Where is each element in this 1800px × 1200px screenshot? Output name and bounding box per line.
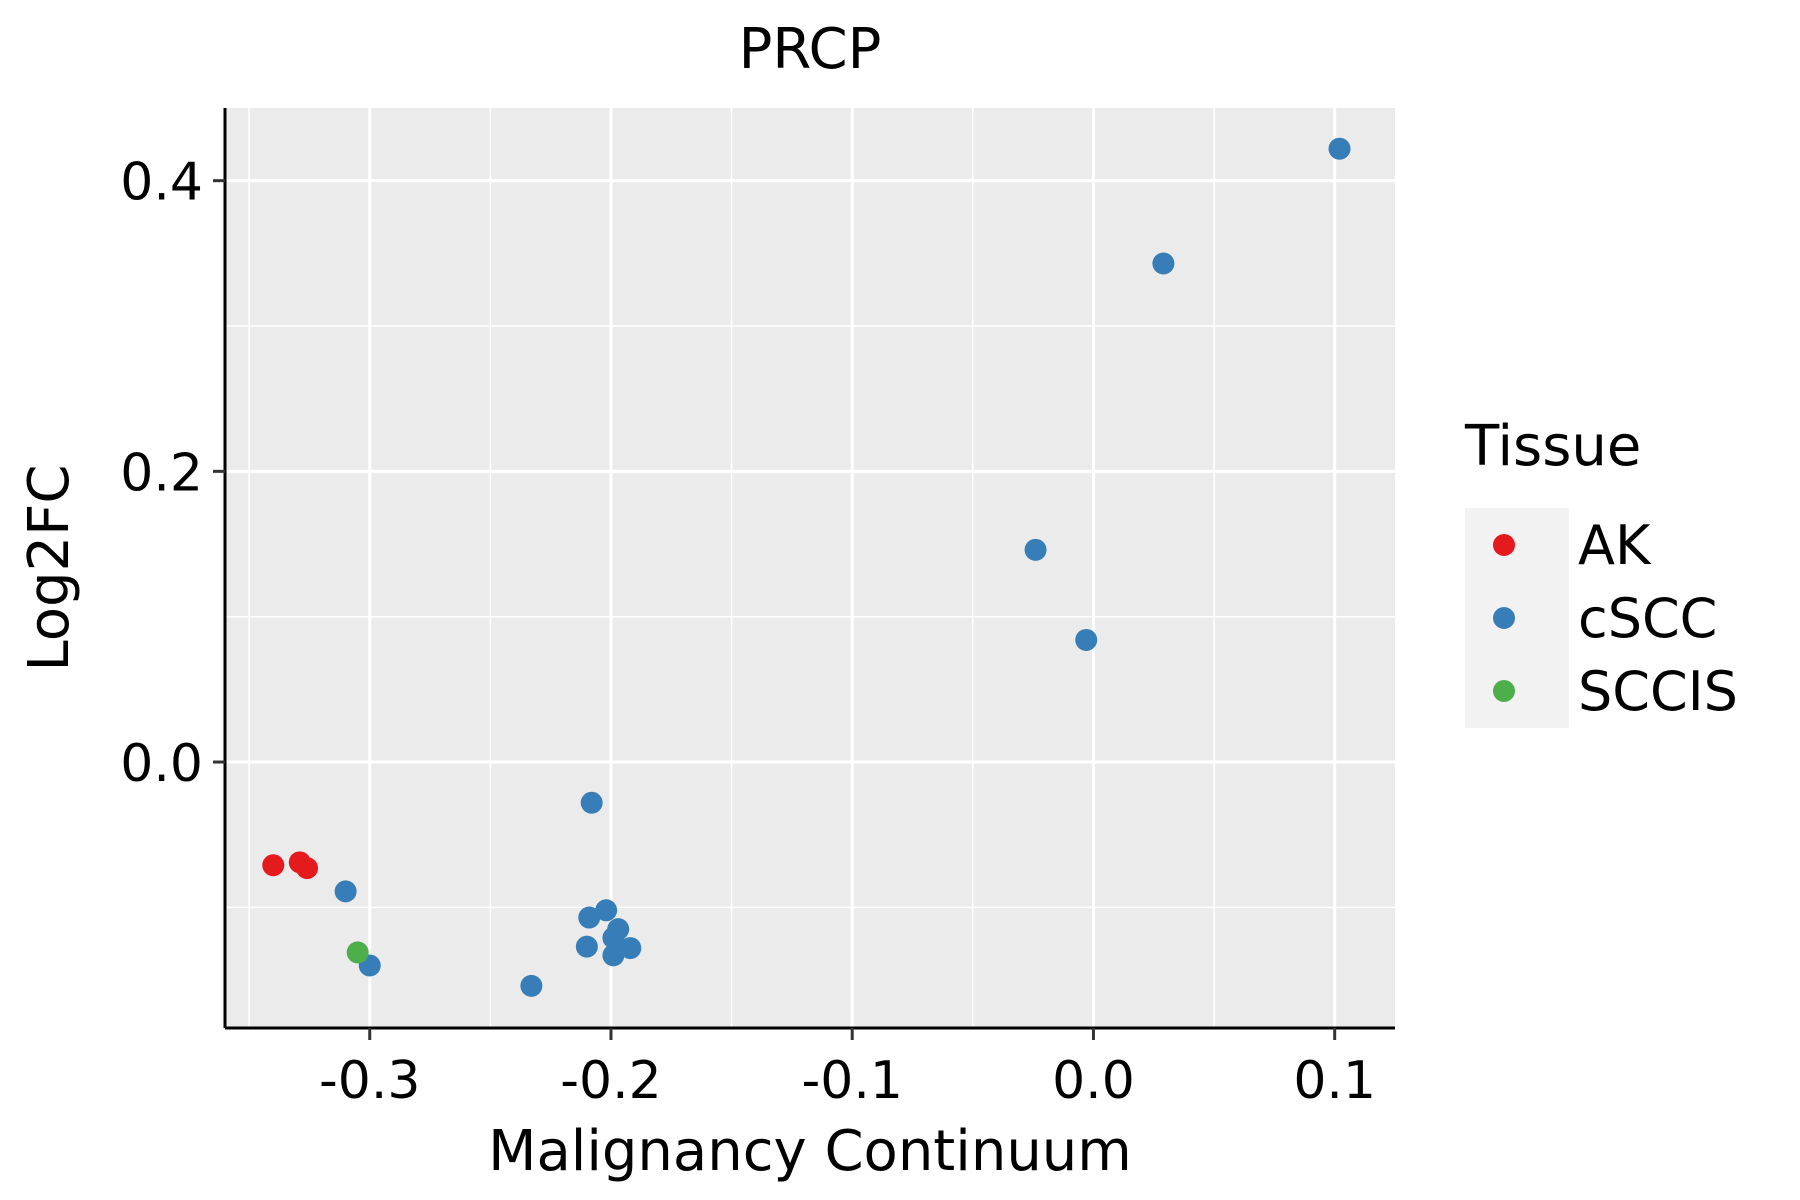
data-point-cscc xyxy=(595,899,618,922)
legend-title: Tissue xyxy=(1464,414,1641,479)
x-axis-ticks: -0.3 -0.2 -0.1 0.0 0.1 xyxy=(319,1028,1376,1111)
data-point-cscc xyxy=(520,974,543,997)
data-point-cscc xyxy=(578,906,601,929)
y-tick-label: 0.2 xyxy=(120,443,203,503)
grid-major xyxy=(225,108,1395,1028)
legend-key-ak xyxy=(1493,534,1515,556)
x-tick-label: 0.0 xyxy=(1052,1051,1135,1111)
data-point-cscc xyxy=(602,944,625,967)
x-axis-label: Malignancy Continuum xyxy=(488,1119,1132,1184)
y-axis-label: Log2FC xyxy=(17,465,82,672)
y-axis-ticks: 0.0 0.2 0.4 xyxy=(120,153,225,794)
data-point-cscc xyxy=(602,926,625,949)
data-point-cscc xyxy=(1328,137,1351,160)
legend-key-sccis xyxy=(1493,680,1515,702)
legend-label-cscc: cSCC xyxy=(1578,587,1717,650)
x-tick-label: -0.3 xyxy=(319,1051,420,1111)
legend-label-sccis: SCCIS xyxy=(1578,660,1738,723)
data-points xyxy=(262,137,1351,997)
legend-key-cscc xyxy=(1493,607,1515,629)
x-tick-label: 0.1 xyxy=(1293,1051,1376,1111)
legend-key-background xyxy=(1465,508,1569,728)
data-point-ak xyxy=(262,854,285,877)
data-point-cscc xyxy=(575,935,598,958)
legend-label-ak: AK xyxy=(1578,514,1652,577)
grid-minor xyxy=(225,108,1395,1028)
data-point-cscc xyxy=(334,880,357,903)
data-point-ak xyxy=(296,857,319,880)
data-point-cscc xyxy=(1075,628,1098,651)
plot-panel-background xyxy=(225,108,1395,1028)
data-point-cscc xyxy=(580,791,603,814)
data-point-cscc xyxy=(1152,252,1175,275)
x-tick-label: -0.1 xyxy=(801,1051,902,1111)
y-tick-label: 0.0 xyxy=(120,734,203,794)
chart-title: PRCP xyxy=(739,17,882,82)
x-tick-label: -0.2 xyxy=(560,1051,661,1111)
plot-area xyxy=(225,108,1395,1028)
data-point-sccis xyxy=(346,941,369,964)
legend-items: AK cSCC SCCIS xyxy=(1493,514,1738,723)
legend: Tissue AK cSCC SCCIS xyxy=(1464,414,1738,728)
data-point-cscc xyxy=(619,937,642,960)
y-tick-label: 0.4 xyxy=(120,153,203,213)
data-point-cscc xyxy=(1024,538,1047,561)
